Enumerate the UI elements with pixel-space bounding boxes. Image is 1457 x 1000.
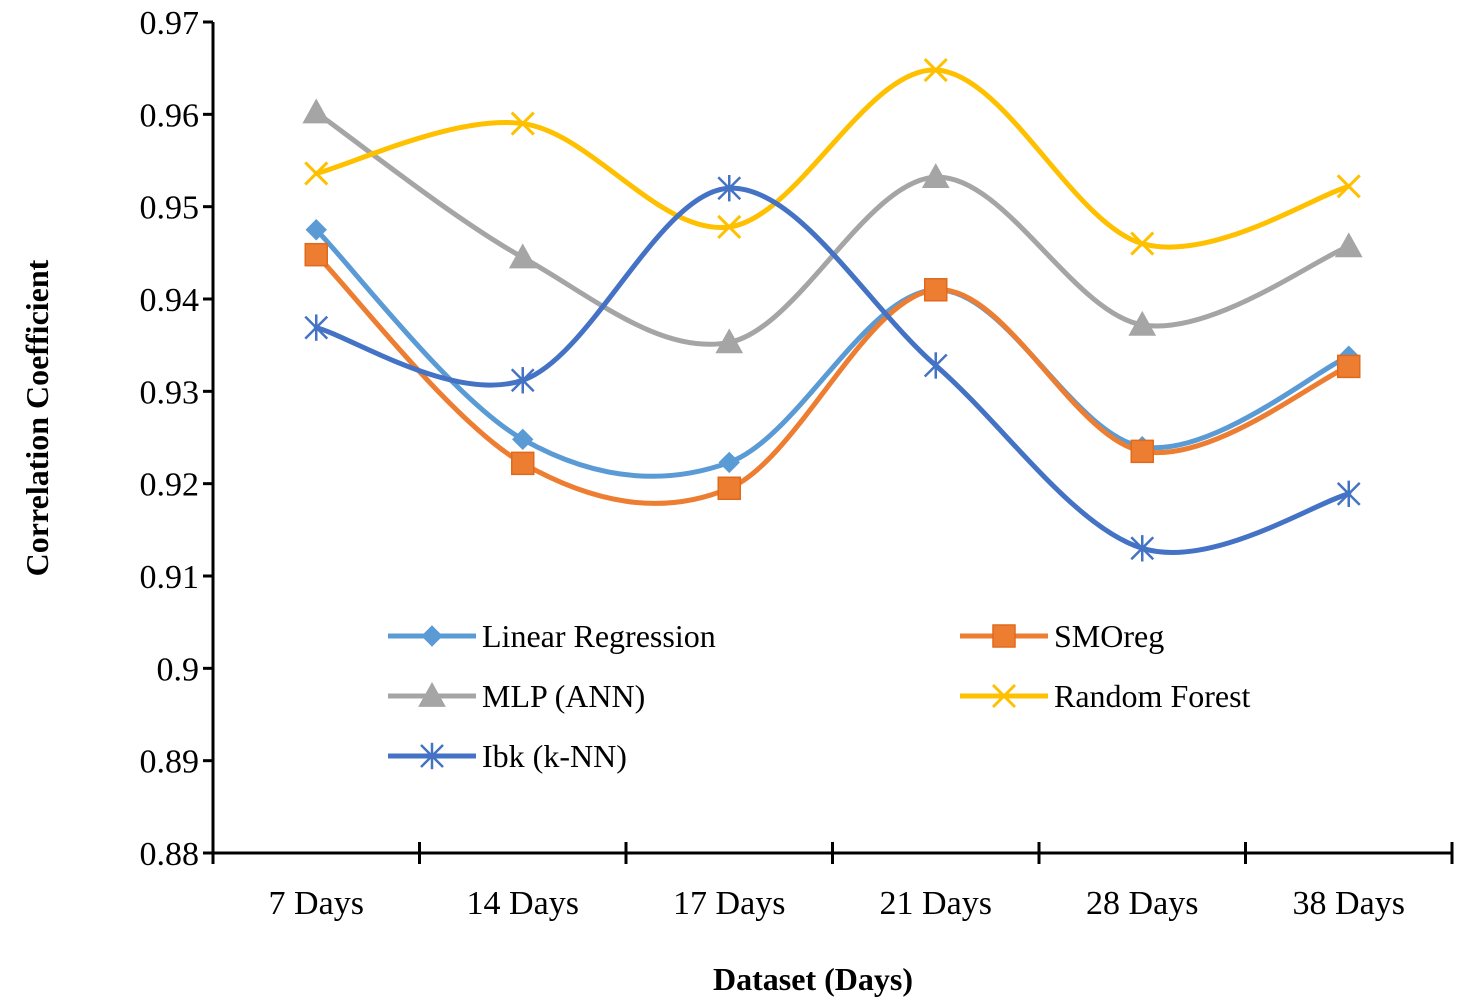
data-point-smoreg xyxy=(717,476,741,501)
data-point-random-forest xyxy=(1336,174,1361,199)
series-random-forest xyxy=(304,57,1361,256)
legend-item-linear-regression: Linear Regression xyxy=(388,618,716,654)
series-ibk-k-nn xyxy=(304,175,1361,562)
data-point-mlp-ann xyxy=(1334,232,1363,258)
legend: Linear Regression SMOreg MLP (ANN) Random F… xyxy=(388,618,1251,774)
data-point-ibk-k-nn xyxy=(304,314,329,341)
legend-label: Random Forest xyxy=(1054,678,1251,714)
x-tick-label: 7 Days xyxy=(269,885,364,922)
data-point-mlp-ann xyxy=(1128,310,1157,336)
series-smoreg xyxy=(304,242,1361,506)
data-point-random-forest xyxy=(1130,231,1155,256)
y-tick-label: 0.95 xyxy=(140,190,200,227)
y-tick-label: 0.88 xyxy=(140,836,200,873)
y-tick-label: 0.91 xyxy=(140,559,200,596)
x-tick-label: 38 Days xyxy=(1293,885,1405,922)
data-point-random-forest xyxy=(717,214,742,240)
series-layer xyxy=(302,57,1363,562)
y-tick-label: 0.96 xyxy=(140,97,200,134)
data-point-ibk-k-nn xyxy=(923,352,948,379)
y-tick-label: 0.9 xyxy=(157,651,200,688)
data-point-linear-regression xyxy=(305,219,327,241)
series-line-ibk-k-nn xyxy=(313,185,1352,555)
legend-item-mlp-ann: MLP (ANN) xyxy=(388,678,645,714)
data-point-smoreg xyxy=(304,242,328,267)
axis-layer: 0.88 0.89 0.9 0.91 0.92 0.93 0.94 0.95 0.96 0.97 7… xyxy=(140,5,1454,922)
data-point-mlp-ann xyxy=(921,163,950,189)
x-tick-label: 14 Days xyxy=(467,885,579,922)
data-point-smoreg xyxy=(1337,354,1361,379)
data-point-ibk-k-nn xyxy=(510,367,535,394)
legend-marker xyxy=(421,625,443,647)
data-point-ibk-k-nn xyxy=(1336,480,1361,508)
y-tick-label: 0.97 xyxy=(140,5,200,42)
data-point-random-forest xyxy=(510,111,535,136)
series-line-linear-regression xyxy=(313,227,1352,479)
legend-marker xyxy=(418,681,446,707)
data-point-smoreg xyxy=(924,278,948,302)
legend-item-ibk-k-nn: Ibk (k-NN) xyxy=(388,738,627,774)
x-tick-label: 17 Days xyxy=(673,885,785,922)
y-tick-label: 0.89 xyxy=(140,744,200,781)
data-point-smoreg xyxy=(1130,439,1154,464)
legend-label: MLP (ANN) xyxy=(482,678,645,714)
x-tick-label: 28 Days xyxy=(1086,885,1198,922)
legend-marker xyxy=(992,624,1016,648)
series-line-random-forest xyxy=(313,67,1352,250)
data-point-linear-regression xyxy=(512,428,534,451)
x-tick-label: 21 Days xyxy=(880,885,992,922)
legend-item-smoreg: SMOreg xyxy=(960,618,1164,654)
data-point-smoreg xyxy=(511,451,535,476)
legend-marker xyxy=(420,742,444,770)
series-line-smoreg xyxy=(313,252,1352,506)
legend-label: Ibk (k-NN) xyxy=(482,738,627,774)
legend-label: Linear Regression xyxy=(482,618,716,654)
data-point-random-forest xyxy=(923,57,948,83)
y-tick-label: 0.92 xyxy=(140,467,200,504)
data-point-ibk-k-nn xyxy=(717,175,742,202)
data-point-linear-regression xyxy=(718,451,740,474)
y-tick-label: 0.94 xyxy=(140,282,200,319)
data-point-mlp-ann xyxy=(508,243,537,269)
series-mlp-ann xyxy=(302,98,1363,354)
legend-item-random-forest: Random Forest xyxy=(960,678,1251,714)
data-point-mlp-ann xyxy=(302,98,331,124)
series-line-mlp-ann xyxy=(313,109,1352,347)
y-tick-label: 0.93 xyxy=(140,374,200,411)
data-point-mlp-ann xyxy=(715,328,744,354)
data-point-ibk-k-nn xyxy=(1130,535,1155,562)
legend-label: SMOreg xyxy=(1054,618,1164,654)
data-point-random-forest xyxy=(304,161,329,186)
y-axis-title: Correlation Coefficient xyxy=(19,259,55,576)
legend-marker xyxy=(991,683,1017,709)
x-axis-title: Dataset (Days) xyxy=(713,961,913,997)
